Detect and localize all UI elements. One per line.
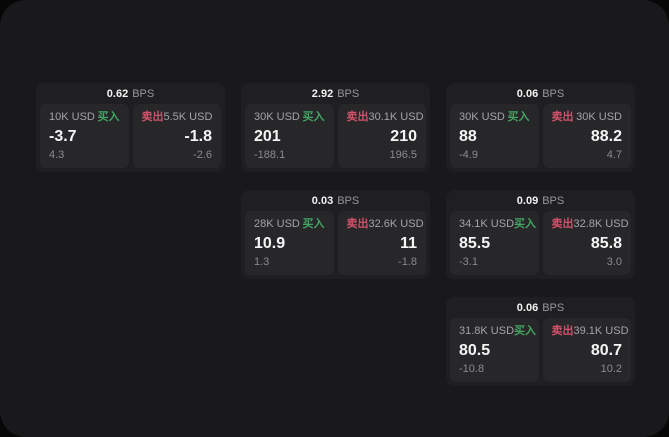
buy-amount: 34.1K USD (459, 218, 515, 230)
card-header: 0.06 BPS (446, 83, 635, 104)
sell-panel[interactable]: 卖出 30.1K USD 210 196.5 (337, 104, 426, 168)
sell-change: 4.7 (606, 149, 622, 161)
bps-value: 0.62 (106, 87, 129, 100)
sell-panel[interactable]: 卖出 5.5K USD -1.8 -2.6 (132, 104, 221, 168)
sell-side-label: 卖出 (551, 218, 574, 230)
buy-sell-panels: 30K USD 买入 201 -188.1 卖出 30.1K USD 210 1… (241, 104, 430, 172)
bps-unit-label: BPS (337, 194, 360, 207)
sell-amount: 32.6K USD (368, 218, 424, 230)
bps-value: 0.06 (516, 301, 539, 314)
sell-panel[interactable]: 卖出 32.8K USD 85.8 3.0 (542, 211, 631, 275)
buy-sell-panels: 34.1K USD 买入 85.5 -3.1 卖出 32.8K USD 85.8… (446, 211, 635, 279)
buy-price: 80.5 (459, 341, 491, 359)
sell-side-label: 卖出 (141, 111, 164, 123)
buy-change: 4.3 (49, 149, 65, 161)
buy-amount: 30K USD (459, 111, 505, 123)
buy-panel[interactable]: 31.8K USD 买入 80.5 -10.8 (450, 318, 539, 382)
bps-value: 2.92 (311, 87, 334, 100)
buy-amount: 30K USD (254, 111, 300, 123)
bps-unit-label: BPS (337, 87, 360, 100)
sell-price: 210 (390, 127, 417, 145)
sell-change: 196.5 (389, 149, 417, 161)
card-header: 0.03 BPS (241, 190, 430, 211)
quote-cards-grid: 0.62 BPS 10K USD 买入 -3.7 4.3 卖出 5.5K USD (36, 83, 635, 386)
sell-side-label: 卖出 (551, 325, 574, 337)
quote-card-4: 0.03 BPS 28K USD 买入 10.9 1.3 卖出 32.6K US… (241, 190, 430, 279)
buy-price: 201 (254, 127, 281, 145)
buy-amount: 31.8K USD (459, 325, 515, 337)
sell-side-label: 卖出 (346, 218, 369, 230)
buy-side-label: 买入 (507, 111, 530, 123)
quote-card-6: 0.06 BPS 31.8K USD 买入 80.5 -10.8 卖出 39.1… (446, 297, 635, 386)
buy-sell-panels: 10K USD 买入 -3.7 4.3 卖出 5.5K USD -1.8 -2.… (36, 104, 225, 172)
sell-amount: 39.1K USD (573, 325, 629, 337)
sell-panel[interactable]: 卖出 30K USD 88.2 4.7 (542, 104, 631, 168)
buy-side-label: 买入 (302, 218, 325, 230)
buy-side-label: 买入 (514, 218, 537, 230)
bps-unit-label: BPS (132, 87, 155, 100)
buy-panel[interactable]: 30K USD 买入 201 -188.1 (245, 104, 334, 168)
buy-change: 1.3 (254, 256, 270, 268)
buy-price: 85.5 (459, 234, 491, 252)
buy-panel[interactable]: 34.1K USD 买入 85.5 -3.1 (450, 211, 539, 275)
buy-price: 88 (459, 127, 477, 145)
buy-side-label: 买入 (302, 111, 325, 123)
buy-panel[interactable]: 28K USD 买入 10.9 1.3 (245, 211, 334, 275)
sell-price: -1.8 (184, 127, 212, 145)
sell-change: 3.0 (606, 256, 622, 268)
buy-amount: 10K USD (49, 111, 95, 123)
buy-change: -3.1 (459, 256, 478, 268)
sell-panel[interactable]: 卖出 32.6K USD 11 -1.8 (337, 211, 426, 275)
bps-value: 0.09 (516, 194, 539, 207)
sell-change: -1.8 (398, 256, 417, 268)
sell-side-label: 卖出 (346, 111, 369, 123)
quote-card-2: 2.92 BPS 30K USD 买入 201 -188.1 卖出 30.1K … (241, 83, 430, 172)
buy-side-label: 买入 (514, 325, 537, 337)
card-header: 2.92 BPS (241, 83, 430, 104)
buy-panel[interactable]: 30K USD 买入 88 -4.9 (450, 104, 539, 168)
card-header: 0.62 BPS (36, 83, 225, 104)
buy-price: -3.7 (49, 127, 77, 145)
sell-side-label: 卖出 (551, 111, 574, 123)
sell-price: 85.8 (590, 234, 622, 252)
sell-amount: 30K USD (576, 111, 622, 123)
buy-side-label: 买入 (97, 111, 120, 123)
buy-change: -188.1 (254, 149, 286, 161)
sell-amount: 30.1K USD (368, 111, 424, 123)
quote-card-5: 0.09 BPS 34.1K USD 买入 85.5 -3.1 卖出 32.8K… (446, 190, 635, 279)
sell-amount: 5.5K USD (163, 111, 213, 123)
card-header: 0.09 BPS (446, 190, 635, 211)
sell-price: 80.7 (590, 341, 622, 359)
card-header: 0.06 BPS (446, 297, 635, 318)
sell-change: -2.6 (193, 149, 212, 161)
buy-change: -10.8 (459, 363, 485, 375)
sell-amount: 32.8K USD (573, 218, 629, 230)
sell-price: 11 (400, 234, 417, 252)
buy-sell-panels: 31.8K USD 买入 80.5 -10.8 卖出 39.1K USD 80.… (446, 318, 635, 386)
bps-unit-label: BPS (542, 194, 565, 207)
sell-price: 88.2 (590, 127, 622, 145)
buy-amount: 28K USD (254, 218, 300, 230)
buy-sell-panels: 28K USD 买入 10.9 1.3 卖出 32.6K USD 11 -1.8 (241, 211, 430, 279)
bps-value: 0.03 (311, 194, 334, 207)
buy-price: 10.9 (254, 234, 286, 252)
quote-card-3: 0.06 BPS 30K USD 买入 88 -4.9 卖出 30K USD (446, 83, 635, 172)
buy-sell-panels: 30K USD 买入 88 -4.9 卖出 30K USD 88.2 4.7 (446, 104, 635, 172)
bps-value: 0.06 (516, 87, 539, 100)
buy-change: -4.9 (459, 149, 478, 161)
quote-card-1: 0.62 BPS 10K USD 买入 -3.7 4.3 卖出 5.5K USD (36, 83, 225, 172)
bps-unit-label: BPS (542, 301, 565, 314)
buy-panel[interactable]: 10K USD 买入 -3.7 4.3 (40, 104, 129, 168)
sell-change: 10.2 (600, 363, 622, 375)
bps-unit-label: BPS (542, 87, 565, 100)
sell-panel[interactable]: 卖出 39.1K USD 80.7 10.2 (542, 318, 631, 382)
